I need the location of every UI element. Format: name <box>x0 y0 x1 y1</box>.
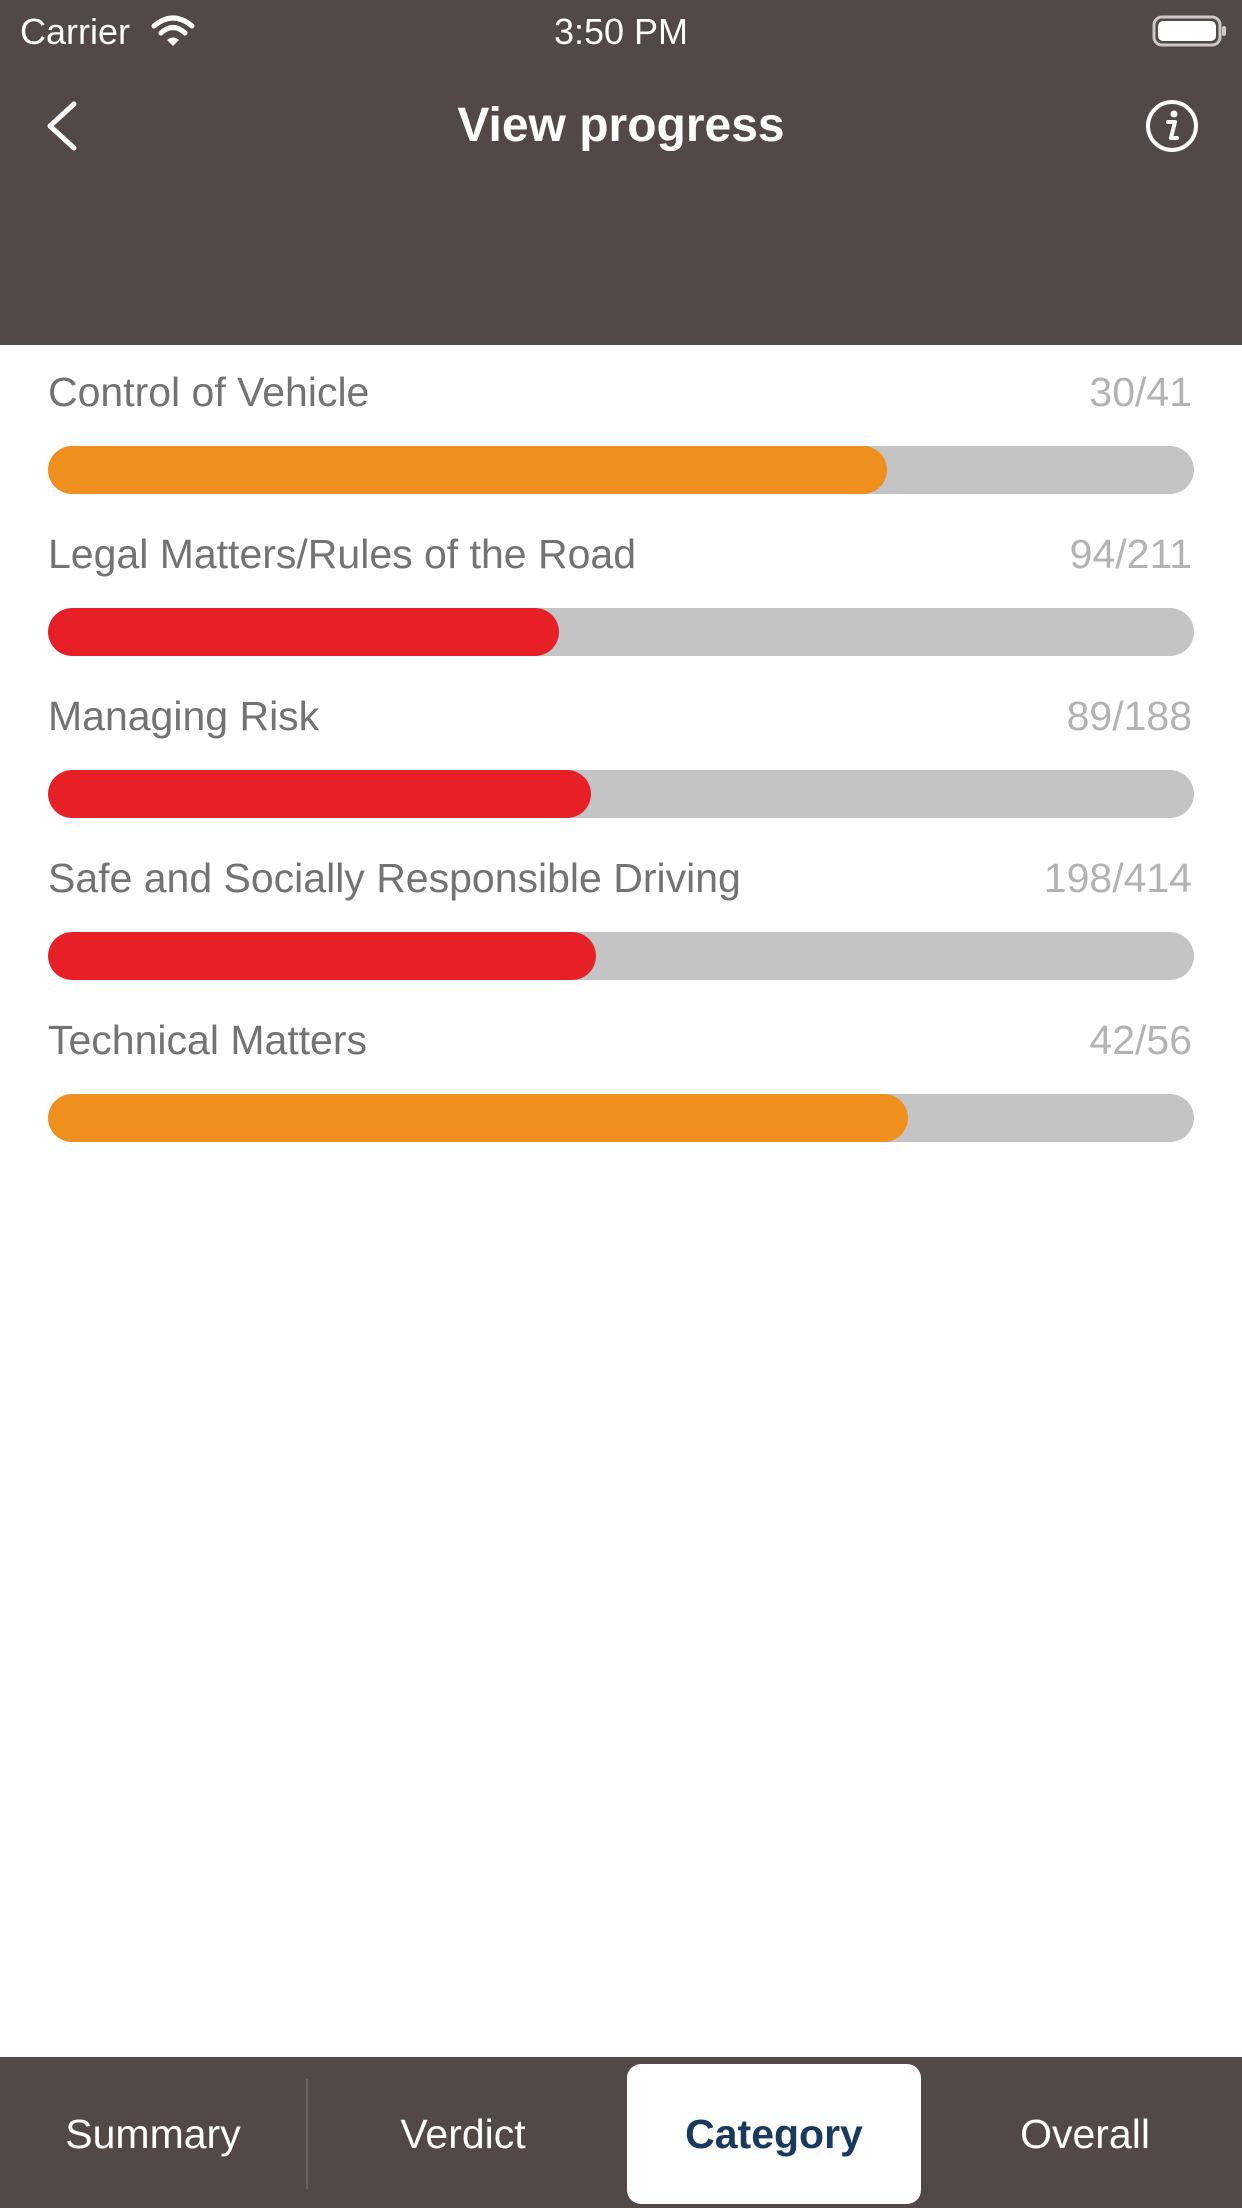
carrier-name: Carrier <box>20 11 131 52</box>
category-row: Safe and Socially Responsible Driving 19… <box>0 831 1242 993</box>
progress-fill <box>48 770 591 818</box>
status-bar: Carrier 3:50 PM <box>0 0 1242 62</box>
progress-track <box>48 608 1194 656</box>
category-progress-list: Control of Vehicle 30/41 Legal Matters/R… <box>0 345 1242 1155</box>
header: Carrier 3:50 PM View progress <box>0 0 1242 345</box>
page-title: View progress <box>457 99 785 152</box>
chevron-left-icon[interactable] <box>34 96 94 156</box>
progress-fill <box>48 446 887 494</box>
info-icon[interactable] <box>1144 98 1200 154</box>
category-row: Legal Matters/Rules of the Road 94/211 <box>0 507 1242 669</box>
progress-fill <box>48 608 559 656</box>
category-label: Legal Matters/Rules of the Road <box>48 531 636 577</box>
category-label: Control of Vehicle <box>48 369 370 415</box>
tab-overall[interactable]: Overall <box>1020 2111 1150 2157</box>
tab-category[interactable]: Category <box>627 2064 921 2204</box>
category-label: Managing Risk <box>48 693 320 739</box>
category-row: Managing Risk 89/188 <box>0 669 1242 831</box>
tab-divider <box>306 2079 308 2189</box>
progress-track <box>48 1094 1194 1142</box>
progress-fill <box>48 932 597 980</box>
tab-summary[interactable]: Summary <box>65 2111 241 2157</box>
category-count: 94/211 <box>1069 531 1192 577</box>
category-count: 30/41 <box>1089 369 1192 415</box>
category-count: 89/188 <box>1066 693 1192 739</box>
category-count: 198/414 <box>1043 855 1192 901</box>
bottom-tab-bar: Summary Verdict Category Overall <box>0 2057 1242 2208</box>
category-row: Technical Matters 42/56 <box>0 993 1242 1155</box>
battery-full-icon <box>1152 15 1226 47</box>
category-label: Technical Matters <box>48 1017 368 1063</box>
progress-fill <box>48 1094 908 1142</box>
wifi-icon <box>151 15 195 46</box>
progress-track <box>48 932 1194 980</box>
category-label: Safe and Socially Responsible Driving <box>48 855 741 901</box>
tab-verdict[interactable]: Verdict <box>400 2111 526 2157</box>
nav-bar: View progress <box>0 80 1242 172</box>
clock: 3:50 PM <box>553 11 689 52</box>
progress-track <box>48 770 1194 818</box>
category-count: 42/56 <box>1089 1017 1192 1063</box>
category-row: Control of Vehicle 30/41 <box>0 345 1242 507</box>
progress-track <box>48 446 1194 494</box>
